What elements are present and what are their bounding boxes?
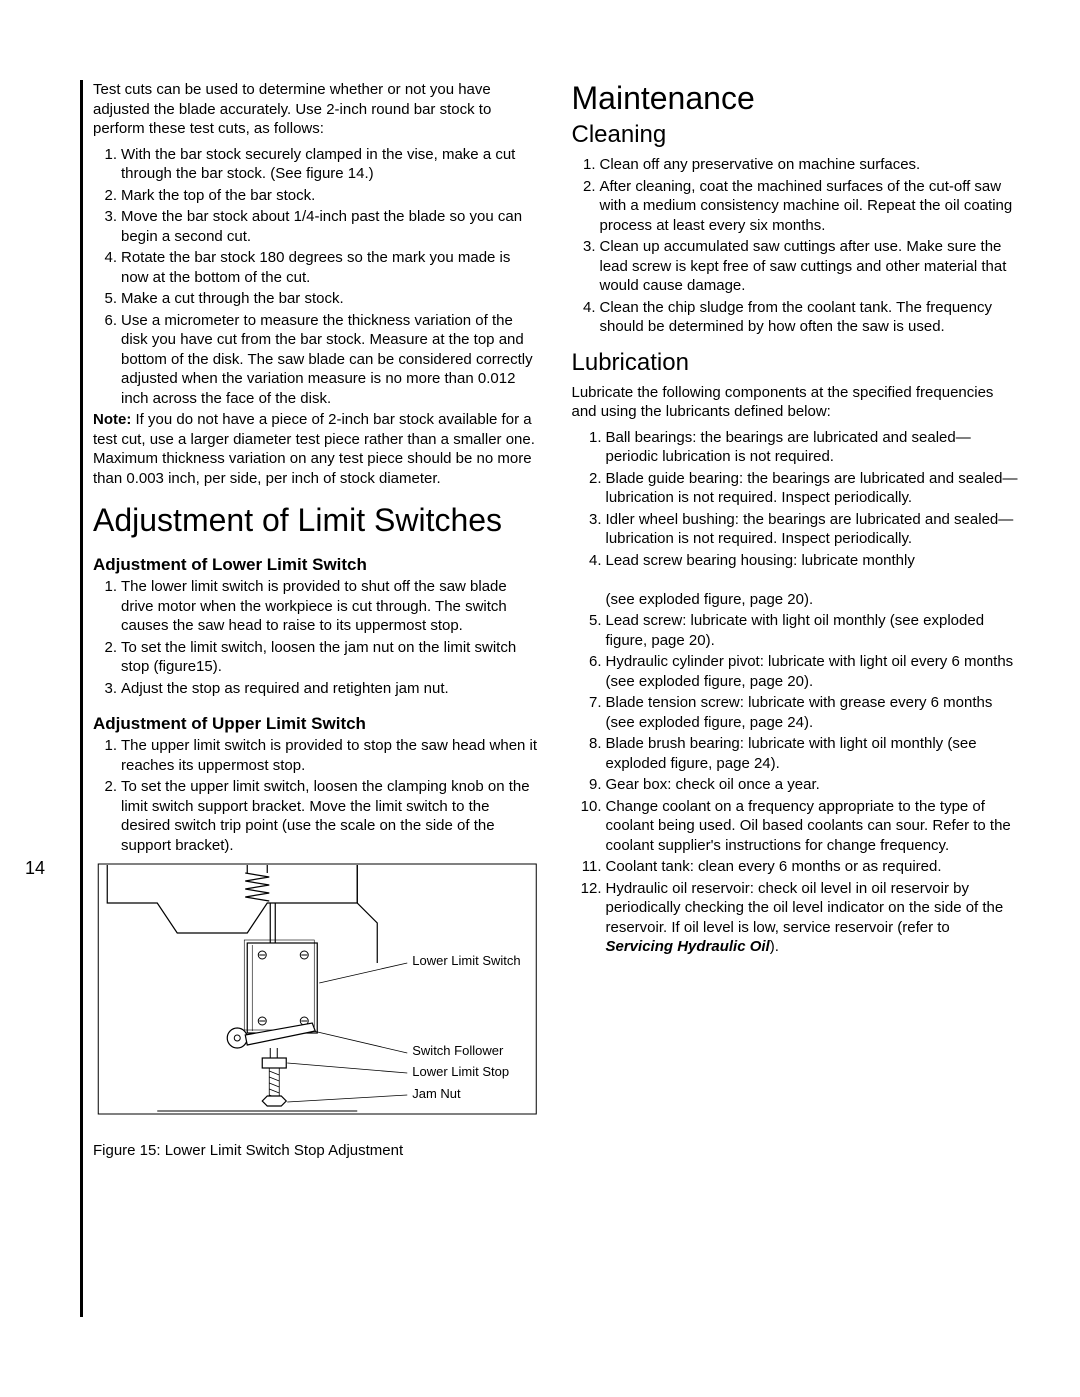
label-lower-limit-switch: Lower Limit Switch [412, 953, 520, 968]
list-item: 12.Hydraulic oil reservoir: check oil le… [572, 879, 1021, 957]
list-item: 4.Rotate the bar stock 180 degrees so th… [93, 248, 542, 287]
list-item: 1.The upper limit switch is provided to … [93, 736, 542, 775]
figure-caption: Figure 15: Lower Limit Switch Stop Adjus… [93, 1142, 542, 1159]
page: 14 Test cuts can be used to determine wh… [80, 80, 1020, 1317]
list-item: 3.Adjust the stop as required and retigh… [93, 679, 542, 699]
figure-15: Lower Limit Switch Switch Follower Lower… [93, 863, 542, 1159]
label-switch-follower: Switch Follower [412, 1043, 504, 1058]
heading-limit-switches: Adjustment of Limit Switches [93, 502, 542, 539]
list-item: 10.Change coolant on a frequency appropr… [572, 797, 1021, 856]
list-item: 6.Use a micrometer to measure the thickn… [93, 311, 542, 409]
lubrication-intro: Lubricate the following components at th… [572, 383, 1021, 422]
heading-lower-limit: Adjustment of Lower Limit Switch [93, 555, 542, 575]
heading-cleaning: Cleaning [572, 121, 1021, 149]
list-item: 1.With the bar stock securely clamped in… [93, 145, 542, 184]
right-column: Maintenance Cleaning 1.Clean off any pre… [572, 80, 1021, 1317]
heading-maintenance: Maintenance [572, 80, 1021, 117]
list-item: 3.Move the bar stock about 1/4-inch past… [93, 207, 542, 246]
list-item: 3.Clean up accumulated saw cuttings afte… [572, 237, 1021, 296]
list-item: 5.Lead screw: lubricate with light oil m… [572, 611, 1021, 650]
label-jam-nut: Jam Nut [412, 1086, 461, 1101]
note-paragraph: Note: If you do not have a piece of 2-in… [93, 410, 542, 488]
list-item: 1.Ball bearings: the bearings are lubric… [572, 428, 1021, 467]
lubrication-steps: 1.Ball bearings: the bearings are lubric… [572, 428, 1021, 957]
list-item: 2.To set the limit switch, loosen the ja… [93, 638, 542, 677]
label-lower-limit-stop: Lower Limit Stop [412, 1064, 509, 1079]
list-item: 1.The lower limit switch is provided to … [93, 577, 542, 636]
list-item: 6.Hydraulic cylinder pivot: lubricate wi… [572, 652, 1021, 691]
list-item: 9.Gear box: check oil once a year. [572, 775, 1021, 795]
list-item: 2.Mark the top of the bar stock. [93, 186, 542, 206]
list-item: 8.Blade brush bearing: lubricate with li… [572, 734, 1021, 773]
left-column: Test cuts can be used to determine wheth… [80, 80, 542, 1317]
list-item: 4.Lead screw bearing housing: lubricate … [572, 551, 1021, 610]
list-item: 2.After cleaning, coat the machined surf… [572, 177, 1021, 236]
upper-limit-steps: 1.The upper limit switch is provided to … [93, 736, 542, 855]
list-item: 1.Clean off any preservative on machine … [572, 155, 1021, 175]
list-item: 2.Blade guide bearing: the bearings are … [572, 469, 1021, 508]
page-number: 14 [25, 858, 45, 879]
test-cut-steps: 1.With the bar stock securely clamped in… [93, 145, 542, 409]
limit-switch-diagram: Lower Limit Switch Switch Follower Lower… [93, 863, 542, 1133]
list-item: 11.Coolant tank: clean every 6 months or… [572, 857, 1021, 877]
list-item: 5.Make a cut through the bar stock. [93, 289, 542, 309]
list-item: 2.To set the upper limit switch, loosen … [93, 777, 542, 855]
intro-paragraph: Test cuts can be used to determine wheth… [93, 80, 542, 139]
heading-lubrication: Lubrication [572, 349, 1021, 377]
heading-upper-limit: Adjustment of Upper Limit Switch [93, 714, 542, 734]
list-item: 7.Blade tension screw: lubricate with gr… [572, 693, 1021, 732]
list-item: 4.Clean the chip sludge from the coolant… [572, 298, 1021, 337]
cleaning-steps: 1.Clean off any preservative on machine … [572, 155, 1021, 337]
lower-limit-steps: 1.The lower limit switch is provided to … [93, 577, 542, 698]
list-item: 3.Idler wheel bushing: the bearings are … [572, 510, 1021, 549]
